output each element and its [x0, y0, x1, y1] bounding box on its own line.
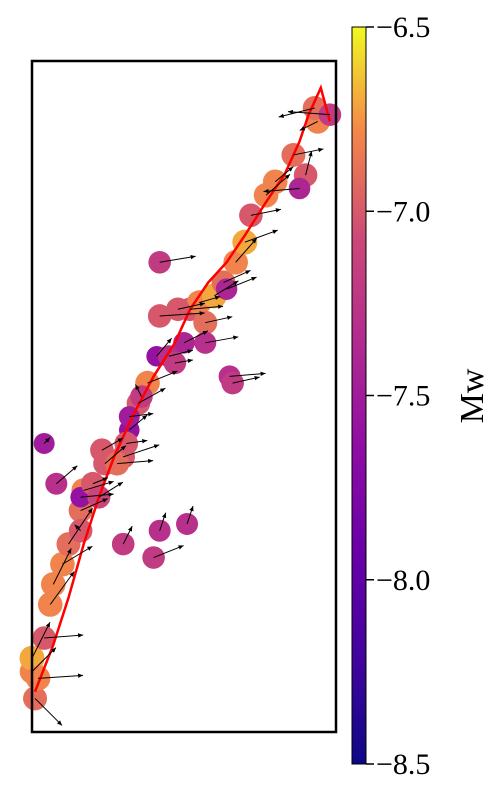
slip-arrow	[199, 295, 221, 304]
slip-arrow	[128, 414, 148, 431]
slip-arrow	[205, 335, 239, 344]
slip-arrow	[117, 458, 154, 465]
slip-arrow	[223, 269, 251, 283]
slip-arrow	[250, 208, 281, 216]
slip-arrow	[174, 358, 193, 364]
colorbar-label: Mw	[454, 368, 491, 423]
slip-arrow	[299, 120, 318, 131]
slip-arrow	[104, 445, 127, 464]
colorbar-tick-label: −8.0	[376, 564, 430, 597]
slip-arrow	[226, 276, 257, 290]
event-circle	[105, 451, 130, 476]
slip-arrow	[263, 187, 300, 194]
slip-arrow	[55, 465, 78, 485]
event-circle	[232, 229, 258, 255]
slip-arrow	[244, 229, 278, 243]
colorbar	[352, 27, 366, 764]
slip-arrow	[305, 150, 313, 176]
slip-arrow	[177, 302, 206, 310]
slip-arrow	[147, 370, 178, 384]
slip-arrow	[287, 109, 330, 116]
slip-arrow	[62, 545, 93, 565]
slip-arrow	[159, 254, 196, 263]
slip-arrow	[186, 505, 194, 525]
slip-arrow	[159, 512, 167, 531]
colorbar-tick-label: −7.5	[376, 380, 430, 413]
slip-arrow	[235, 237, 258, 263]
slip-arrow	[129, 412, 154, 418]
colorbar-ticks: −6.5 −7.0 −7.5 −8.0 −8.5	[366, 11, 430, 781]
event-circle	[318, 103, 342, 126]
colorbar-tick-label: −8.5	[376, 748, 430, 781]
slip-arrow	[83, 480, 114, 491]
magnitude-circles	[19, 95, 342, 711]
slip-arrow	[122, 525, 133, 545]
slip-arrow	[98, 481, 124, 498]
slip-arrow	[229, 371, 266, 377]
slip-arrow	[74, 524, 81, 532]
slip-arrow	[232, 376, 260, 384]
slip-arrow	[92, 477, 108, 485]
slip-arrow	[159, 311, 205, 317]
slip-arrow	[214, 280, 239, 297]
slip-arrow	[168, 349, 193, 357]
slip-arrow	[153, 545, 184, 559]
slip-arrow	[49, 571, 75, 605]
slip-arrow	[80, 498, 108, 512]
plot-frame	[30, 59, 338, 734]
slip-arrow	[52, 548, 72, 585]
slip-arrow	[156, 337, 173, 357]
slip-arrow	[101, 437, 124, 451]
colorbar-tick-label: −7.0	[376, 195, 430, 228]
slip-arrow	[265, 173, 291, 196]
slip-arrow	[205, 315, 233, 324]
slip-arrow	[126, 438, 148, 444]
slip-arrow	[38, 673, 84, 679]
slip-arrow	[68, 507, 93, 545]
slip-arrow	[274, 166, 294, 183]
slip-arrow	[293, 147, 324, 156]
slip-arrow	[34, 698, 63, 726]
event-circle	[288, 177, 311, 200]
slip-arrow	[183, 330, 209, 344]
slip-arrow	[31, 647, 57, 672]
event-circle	[114, 431, 139, 456]
event-circle	[221, 371, 244, 395]
event-circle	[147, 304, 172, 328]
slip-arrow	[138, 387, 166, 404]
slip-arrow	[31, 621, 51, 659]
slip-arrow	[190, 304, 224, 310]
slip-arrow	[43, 437, 51, 444]
slip-arrow	[123, 444, 160, 458]
slip-arrow	[134, 384, 142, 397]
colorbar-tick-label: −6.5	[376, 11, 430, 44]
slip-vector-arrows	[31, 107, 330, 726]
slip-arrow	[44, 633, 84, 639]
slip-arrow	[80, 492, 114, 498]
